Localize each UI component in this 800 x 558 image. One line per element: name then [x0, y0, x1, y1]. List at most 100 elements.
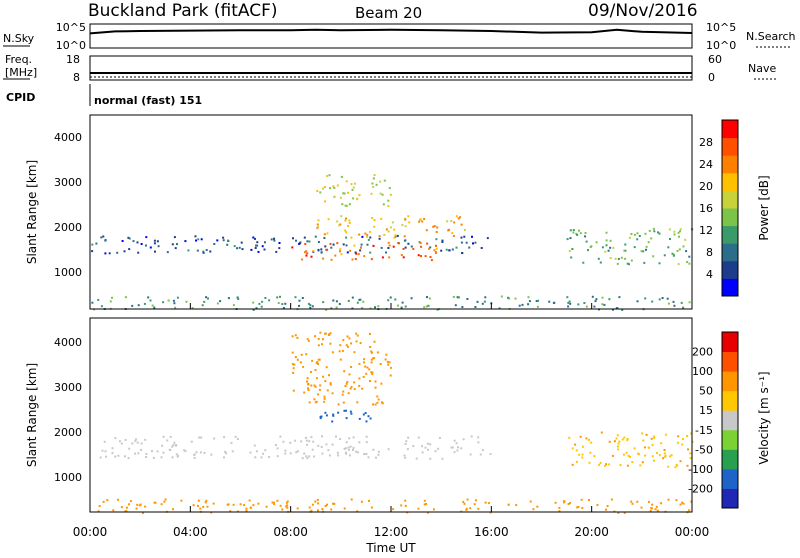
velocity-cell-351 [588, 438, 590, 441]
velocity-cell-16 [311, 448, 314, 451]
power-cell-232 [421, 220, 424, 223]
power-cell-367 [569, 237, 572, 240]
power-cell-499 [172, 299, 175, 302]
power-cell-198 [459, 216, 461, 219]
power-cell-490 [335, 300, 338, 303]
power-cell-207 [316, 223, 319, 226]
power-cell-233 [338, 224, 341, 227]
power-cell-306 [642, 250, 645, 253]
power-cell-296 [341, 203, 344, 206]
velocity-cell-402 [643, 446, 646, 449]
velocity-cell-276 [317, 363, 320, 366]
velocity-colorbar-tick-0: 200 [692, 346, 713, 359]
power-cell-506 [252, 301, 255, 304]
power-cell-243 [391, 221, 394, 224]
power-cell-410 [301, 297, 304, 299]
velocity-cell-150 [230, 442, 233, 444]
velocity-cell-294 [324, 380, 327, 383]
velocity-cell-557 [675, 499, 678, 502]
power-cell-300 [344, 204, 347, 207]
power-cell-394 [508, 297, 511, 300]
velocity-cell-320 [319, 331, 322, 334]
power-cell-540 [667, 302, 670, 305]
power-cell-317 [624, 243, 627, 246]
velocity-cell-230 [296, 336, 299, 339]
velocity-cell-577 [423, 499, 426, 502]
power-cell-237 [447, 229, 450, 232]
velocity-cell-113 [105, 455, 108, 458]
power-cell-374 [584, 235, 587, 238]
velocity-cell-412 [679, 460, 682, 463]
velocity-cell-409 [686, 464, 689, 467]
power-cell-407 [527, 303, 530, 306]
power-cell-12 [460, 236, 463, 239]
velocity-cell-310 [370, 358, 373, 361]
power-cell-77 [202, 251, 205, 254]
velocity-cell-36 [224, 450, 227, 453]
power-cell-222 [373, 219, 376, 222]
velocity-cell-83 [347, 448, 350, 451]
velocity-cell-76 [479, 453, 482, 456]
velocity-cell-145 [300, 440, 303, 443]
velocity-cell-339 [660, 442, 663, 445]
velocity-cell-341 [617, 448, 620, 451]
velocity-cell-499 [192, 504, 195, 507]
power-cell-311 [688, 262, 691, 265]
velocity-cell-418 [651, 444, 654, 447]
power-cell-203 [408, 221, 411, 224]
power-cell-397 [279, 295, 281, 298]
power-cell-3 [404, 246, 407, 249]
power-cell-485 [351, 296, 354, 299]
time-axis-label: Time UT [365, 541, 416, 554]
power-cell-467 [252, 308, 255, 311]
velocity-cell-306 [291, 335, 294, 338]
velocity-cell-284 [374, 380, 377, 383]
velocity-cell-379 [578, 453, 581, 456]
power-cell-173 [419, 242, 422, 245]
power-cell-305 [370, 192, 373, 195]
power-cell-76 [292, 237, 294, 240]
velocity-cell-227 [323, 395, 326, 398]
power-cell-551 [593, 305, 596, 308]
power-cell-256 [451, 232, 454, 234]
noise-search-label: N.Search [746, 30, 796, 43]
velocity-cell-273 [306, 380, 308, 383]
power-cell-70 [317, 248, 320, 251]
velocity-cell-128 [294, 439, 297, 442]
power-cell-484 [362, 300, 365, 303]
power-cell-87 [250, 248, 253, 251]
velocity-cell-158 [131, 442, 134, 445]
velocity-cell-498 [343, 507, 346, 510]
velocity-cell-85 [363, 453, 366, 455]
velocity-cell-55 [296, 450, 299, 453]
velocity-cell-266 [356, 401, 359, 404]
velocity-cell-60 [308, 455, 311, 458]
velocity-cell-342 [618, 440, 621, 443]
velocity-cell-96 [161, 444, 164, 447]
power-cell-10 [455, 246, 458, 249]
velocity-cell-123 [223, 436, 226, 439]
power-cell-40 [200, 238, 203, 241]
velocity-cell-382 [622, 453, 625, 456]
power-cell-352 [579, 232, 582, 235]
velocity-cell-129 [345, 441, 348, 444]
power-cell-67 [387, 247, 390, 249]
power-cell-505 [577, 303, 580, 306]
velocity-cell-97 [301, 457, 304, 460]
power-cell-550 [219, 300, 222, 303]
power-cell-269 [379, 192, 382, 195]
power-cell-273 [358, 194, 361, 197]
power-cell-267 [371, 182, 374, 185]
power-cell-398 [322, 301, 325, 304]
power-cell-82 [128, 248, 131, 251]
velocity-cell-479 [617, 511, 620, 514]
velocity-cell-326 [376, 351, 379, 354]
power-cell-535 [260, 305, 263, 308]
velocity-cell-122 [348, 454, 351, 457]
velocity-cell-91 [193, 456, 196, 459]
velocity-cell-237 [331, 351, 334, 354]
power-cell-295 [332, 185, 335, 188]
power-cell-533 [394, 298, 397, 301]
velocity-cell-579 [640, 506, 643, 509]
velocity-cell-449 [125, 510, 128, 513]
